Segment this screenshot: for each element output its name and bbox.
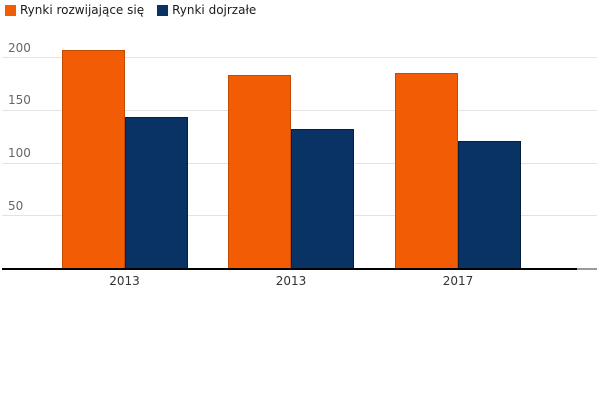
bar-rozwijajace-2013-1 <box>228 75 291 269</box>
x-axis-category-label: 2017 <box>442 274 474 288</box>
bar-dojrzale-2013-1 <box>291 129 354 269</box>
x-axis-line <box>2 267 577 270</box>
x-axis-line-end <box>577 267 597 270</box>
y-axis-tick-label: 150 <box>8 93 31 108</box>
bar-dojrzale-2013-0 <box>124 116 188 269</box>
y-axis-tick-label: 100 <box>8 146 31 160</box>
legend-swatch-navy-icon <box>157 4 169 16</box>
bar-dojrzale-2017-2 <box>458 140 521 269</box>
y-axis-tick-label: 50 <box>8 198 24 213</box>
x-axis-category-label: 2013 <box>275 274 307 288</box>
legend-label: Rynki rozwijające się <box>20 3 145 17</box>
legend-item-rynki-dojrzale: Rynki dojrzałe <box>157 3 256 17</box>
gridline <box>2 57 597 58</box>
legend-item-rynki-rozwijajace-sie: Rynki rozwijające się <box>5 3 144 17</box>
x-axis-category-label: 2013 <box>109 274 140 288</box>
bar-rozwijajace-2017-2 <box>395 73 458 269</box>
bar-rozwijajace-2013-0 <box>61 50 125 269</box>
gridline <box>2 109 597 111</box>
y-axis-tick-label: 200 <box>8 40 31 55</box>
legend: Rynki rozwijające się Rynki dojrzałe <box>5 3 269 17</box>
legend-swatch-orange-icon <box>5 4 16 16</box>
legend-label: Rynki dojrzałe <box>172 3 257 17</box>
